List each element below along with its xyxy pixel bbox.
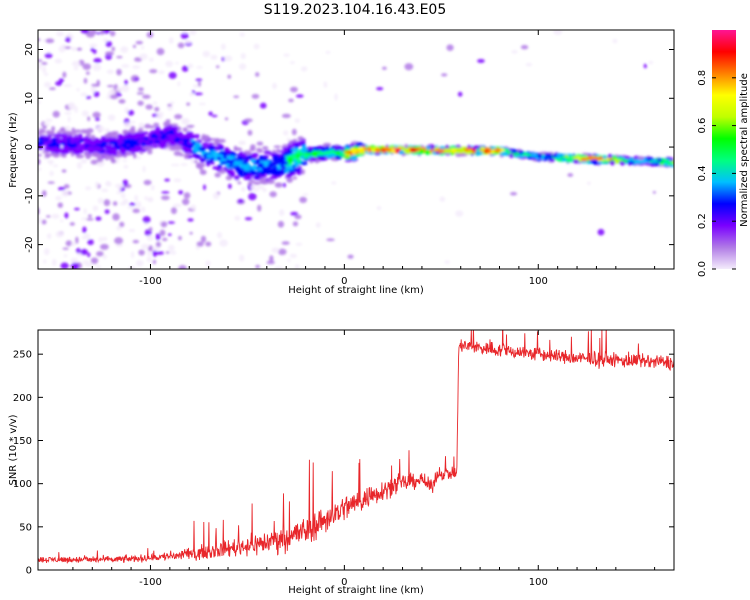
spectrogram-y-tick-label: -10 <box>24 188 35 204</box>
snr-y-tick-label: 100 <box>13 479 32 490</box>
snr-x-tick-label: 100 <box>529 577 548 588</box>
colorbar-gradient <box>712 30 736 269</box>
colorbar: 0.0 0.2 0.4 0.6 0.8 Normalized spectral ampl… <box>697 30 750 277</box>
spectrogram-frame <box>37 29 675 270</box>
snr-y-tick-label: 200 <box>13 393 32 404</box>
snr-y-tick-label: 50 <box>19 522 32 533</box>
snr-frame <box>37 329 675 571</box>
spectrogram-x-label: Height of straight line (km) <box>288 285 424 296</box>
snr-x-label: Height of straight line (km) <box>288 585 424 596</box>
colorbar-tick-label: 0.4 <box>697 165 708 181</box>
colorbar-tick-label: 0.6 <box>697 118 708 134</box>
snr-y-tick-label: 250 <box>13 350 32 361</box>
spectrogram-heatmap <box>38 30 674 269</box>
colorbar-tick-label: 0.2 <box>697 213 708 229</box>
snr-y-tick-label: 150 <box>13 436 32 447</box>
snr-y-label: SNR (10 * v/v) <box>8 414 19 485</box>
spectrogram-y-tick-label: -20 <box>24 236 35 252</box>
colorbar-ticks: 0.0 0.2 0.4 0.6 0.8 <box>697 70 736 277</box>
snr-x-tick-label: -100 <box>139 577 162 588</box>
colorbar-label: Normalized spectral amplitude <box>739 73 750 227</box>
snr-series-line <box>38 330 674 564</box>
spectrogram-y-tick-label: 20 <box>24 43 35 56</box>
spectrogram-y-tick-label: 0 <box>24 144 35 150</box>
spectrogram-x-tick-label: -100 <box>139 276 162 287</box>
chart-title: S119.2023.104.16.43.E05 <box>264 2 447 18</box>
snr-panel: -100 0 100 0 50 100 150 200 250 Height of straig… <box>8 329 675 596</box>
colorbar-tick-label: 0.8 <box>697 70 708 86</box>
spectrogram-y-label: Frequency (Hz) <box>8 112 19 188</box>
snr-x-tick-label: 0 <box>341 577 347 588</box>
snr-ticks: -100 0 100 0 50 100 150 200 250 <box>13 330 675 588</box>
spectrogram-x-tick-label: 0 <box>341 276 347 287</box>
snr-y-tick-label: 0 <box>26 566 32 577</box>
spectrogram-y-tick-label: 10 <box>24 92 35 105</box>
colorbar-tick-label: 0.0 <box>697 261 708 277</box>
spectrogram-x-tick-label: 100 <box>529 276 548 287</box>
